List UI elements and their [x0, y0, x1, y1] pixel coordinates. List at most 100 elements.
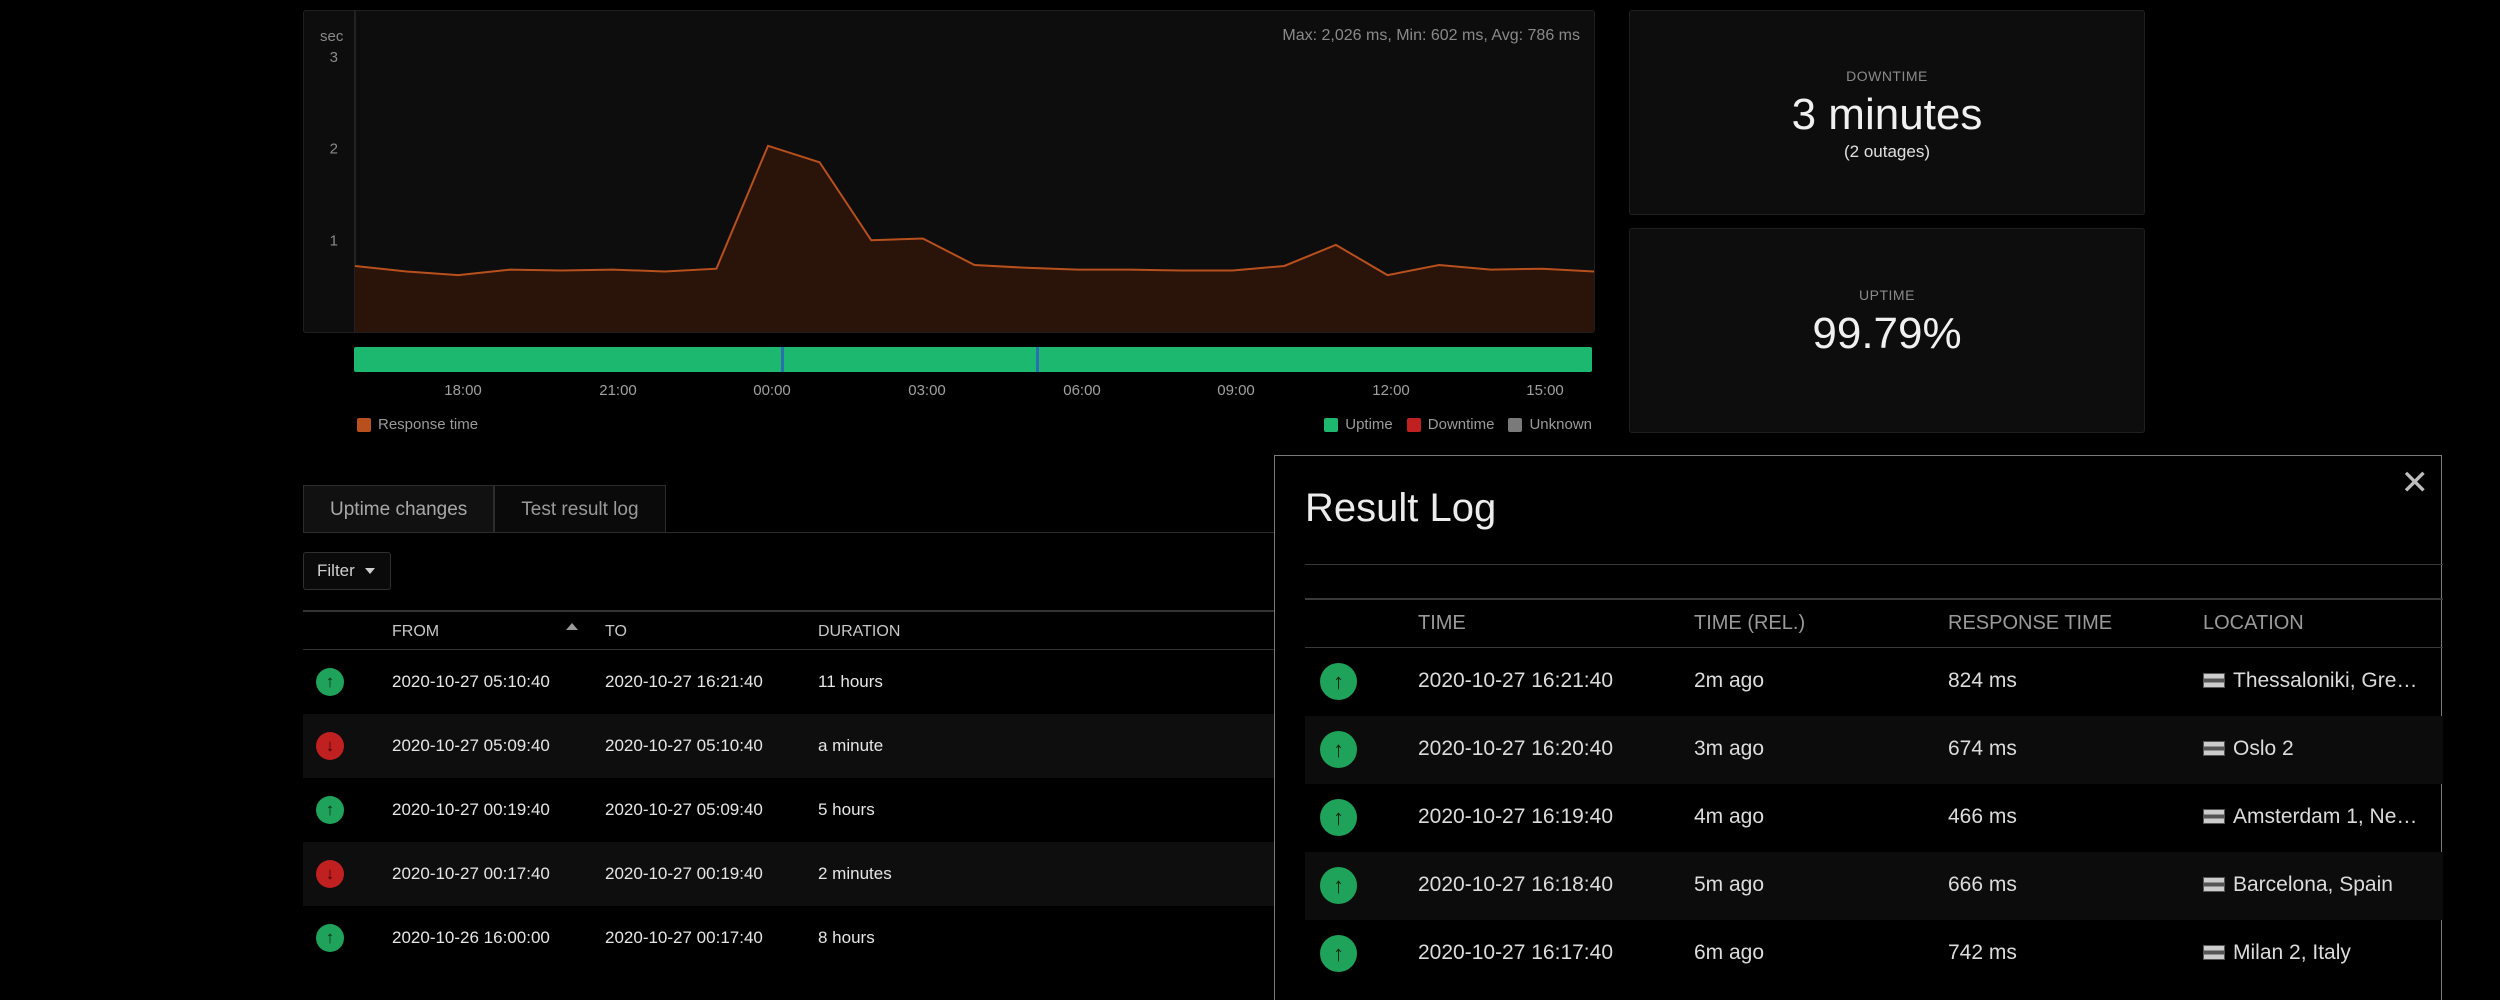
- location-text: Milan 2, Italy: [2233, 941, 2351, 964]
- legend-response: Response time: [357, 416, 478, 433]
- cell-response: 742 ms: [1948, 941, 2017, 964]
- cell-time: 2020-10-27 16:19:40: [1418, 805, 1613, 828]
- cell-to: 2020-10-27 00:17:40: [605, 928, 763, 947]
- flag-icon: [2203, 877, 2225, 892]
- chart-canvas: 3 2 1: [330, 11, 1595, 332]
- table-row[interactable]: ↑ 2020-10-27 16:17:40 6m ago 742 ms Milan 2,…: [1305, 920, 2443, 988]
- arrow-up-icon: ↑: [1320, 935, 1357, 972]
- flag-icon: [2203, 945, 2225, 960]
- tab-test-result-log[interactable]: Test result log: [494, 485, 666, 533]
- result-log-modal: Result Log ✕ TIME TIME (REL.) RESPONSE T…: [1274, 455, 2443, 1000]
- table-row[interactable]: ↓ 2020-10-27 05:09:40 2020-10-27 05:10:40 a…: [303, 714, 1303, 778]
- legend-response-label: Response time: [378, 416, 479, 433]
- downtime-card: DOWNTIME 3 minutes (2 outages): [1629, 10, 2145, 215]
- table-row[interactable]: ↑ 2020-10-27 16:20:40 3m ago 674 ms Oslo 2: [1305, 716, 2443, 784]
- legend-status: Uptime Downtime Unknown: [1324, 416, 1592, 433]
- flag-icon: [2203, 809, 2225, 824]
- cell-from: 2020-10-27 00:17:40: [392, 864, 550, 883]
- x-tick-label: 06:00: [1063, 382, 1101, 399]
- legend-downtime-label: Downtime: [1427, 416, 1495, 433]
- cell-duration: 11 hours: [818, 672, 883, 691]
- filter-dropdown[interactable]: Filter: [303, 552, 391, 590]
- result-log-table: TIME TIME (REL.) RESPONSE TIME LOCATION …: [1305, 598, 2443, 988]
- modal-title: Result Log: [1305, 486, 1497, 530]
- response-area: [355, 145, 1594, 332]
- table-row[interactable]: ↑ 2020-10-26 16:00:00 2020-10-27 00:17:40 8…: [303, 906, 1303, 970]
- uptime-card: UPTIME 99.79%: [1629, 228, 2145, 433]
- cell-from: 2020-10-27 05:09:40: [392, 736, 550, 755]
- arrow-down-icon: ↓: [316, 732, 344, 760]
- uptime-timeline-bar[interactable]: [354, 347, 1592, 372]
- uptime-label: UPTIME: [1859, 287, 1915, 303]
- y-tick-label: 3: [330, 49, 338, 66]
- table-header: FROM TO DURATION: [303, 610, 1303, 650]
- unknown-swatch: [1508, 417, 1523, 432]
- table-row[interactable]: ↑ 2020-10-27 16:19:40 4m ago 466 ms Amsterda…: [1305, 784, 2443, 852]
- uptime-changes-table: FROM TO DURATION ↑ 2020-10-27 05:10:40 202…: [303, 610, 1303, 970]
- table-row[interactable]: ↑ 2020-10-27 16:21:40 2m ago 824 ms Thessalo…: [1305, 648, 2443, 716]
- x-tick-label: 03:00: [908, 382, 946, 399]
- close-icon[interactable]: ✕: [2400, 464, 2430, 502]
- table-row[interactable]: ↑ 2020-10-27 16:18:40 5m ago 666 ms Barcelon…: [1305, 852, 2443, 920]
- table-row[interactable]: ↑ 2020-10-27 00:19:40 2020-10-27 05:09:40 5…: [303, 778, 1303, 842]
- location-text: Thessaloniki, Gre…: [2233, 669, 2418, 692]
- outage-marker[interactable]: [1036, 347, 1039, 372]
- modal-divider: [1305, 564, 2443, 565]
- col-location[interactable]: LOCATION: [2203, 612, 2304, 634]
- arrow-down-icon: ↓: [316, 860, 344, 888]
- caret-down-icon: [364, 568, 375, 574]
- cell-location: Thessaloniki, Gre…: [2203, 669, 2443, 693]
- chart-stats: Max: 2,026 ms, Min: 602 ms, Avg: 786 ms: [1282, 27, 1580, 44]
- cell-from: 2020-10-26 16:00:00: [392, 928, 550, 947]
- cell-location: Milan 2, Italy: [2203, 941, 2443, 965]
- cell-from: 2020-10-27 00:19:40: [392, 800, 550, 819]
- uptime-swatch: [1324, 417, 1339, 432]
- tab-uptime-changes[interactable]: Uptime changes: [303, 485, 495, 533]
- cell-from: 2020-10-27 05:10:40: [392, 672, 550, 691]
- tab-divider: [303, 532, 1303, 533]
- cell-time: 2020-10-27 16:18:40: [1418, 873, 1613, 896]
- downtime-label: DOWNTIME: [1846, 68, 1928, 84]
- response-swatch: [357, 417, 371, 432]
- cell-response: 666 ms: [1948, 873, 2017, 896]
- outage-marker[interactable]: [781, 347, 784, 372]
- x-axis-labels: 18:00 21:00 00:00 03:00 06:00 09:00 12:00 15:00: [354, 382, 1592, 402]
- cell-time: 2020-10-27 16:21:40: [1418, 669, 1613, 692]
- col-duration[interactable]: DURATION: [818, 623, 901, 640]
- cell-rel: 5m ago: [1694, 873, 1765, 896]
- sort-asc-icon[interactable]: [566, 623, 578, 630]
- col-to[interactable]: TO: [605, 623, 627, 640]
- filter-label: Filter: [317, 561, 355, 580]
- response-line: [354, 144, 1595, 277]
- y-tick-label: 1: [330, 232, 338, 249]
- y-axis-unit: sec: [320, 28, 344, 45]
- arrow-up-icon: ↑: [1320, 867, 1357, 904]
- col-from[interactable]: FROM: [392, 623, 440, 640]
- cell-response: 824 ms: [1948, 669, 2017, 692]
- col-time[interactable]: TIME: [1418, 612, 1466, 634]
- x-tick-label: 21:00: [599, 382, 637, 399]
- cell-rel: 3m ago: [1694, 737, 1765, 760]
- flag-icon: [2203, 673, 2225, 688]
- table-header: TIME TIME (REL.) RESPONSE TIME LOCATION: [1305, 598, 2443, 648]
- col-response-time[interactable]: RESPONSE TIME: [1948, 612, 2113, 634]
- location-text: Oslo 2: [2233, 737, 2294, 760]
- y-tick-label: 2: [330, 141, 338, 158]
- response-time-chart: 3 2 1 sec Max: 2,026 ms, Min: 602 ms, Avg:…: [303, 10, 1595, 333]
- tab-bar: Uptime changes Test result log: [303, 485, 666, 533]
- table-row[interactable]: ↓ 2020-10-27 00:17:40 2020-10-27 00:19:40 2…: [303, 842, 1303, 906]
- uptime-value: 99.79%: [1812, 309, 1962, 358]
- x-tick-label: 15:00: [1526, 382, 1564, 399]
- cell-to: 2020-10-27 16:21:40: [605, 672, 763, 691]
- downtime-value: 3 minutes: [1791, 90, 1983, 139]
- location-text: Amsterdam 1, Ne…: [2233, 805, 2418, 828]
- x-tick-label: 18:00: [444, 382, 482, 399]
- x-tick-label: 12:00: [1372, 382, 1410, 399]
- cell-response: 466 ms: [1948, 805, 2017, 828]
- flag-icon: [2203, 741, 2225, 756]
- arrow-up-icon: ↑: [1320, 731, 1357, 768]
- table-row[interactable]: ↑ 2020-10-27 05:10:40 2020-10-27 16:21:40 1…: [303, 650, 1303, 714]
- col-time-rel[interactable]: TIME (REL.): [1694, 612, 1806, 634]
- arrow-up-icon: ↑: [316, 796, 344, 824]
- downtime-swatch: [1406, 417, 1421, 432]
